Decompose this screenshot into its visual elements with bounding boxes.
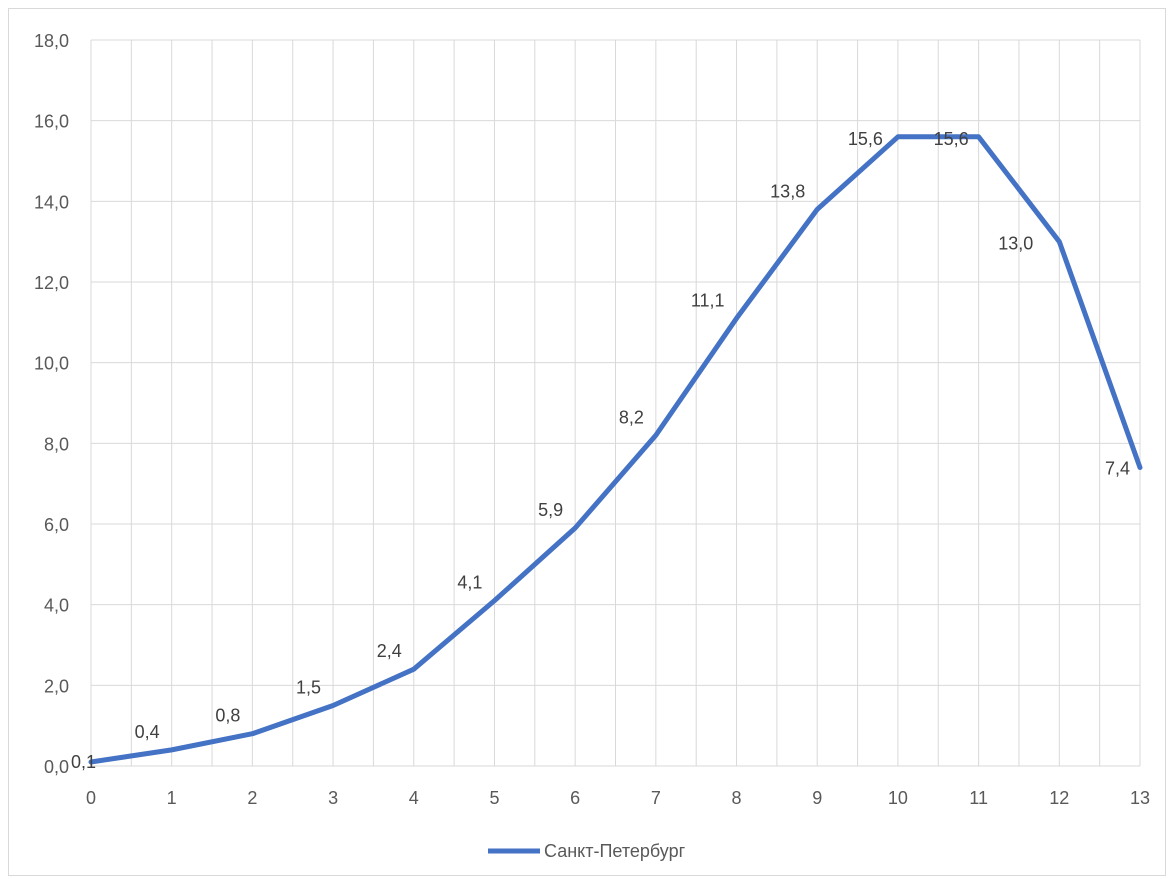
y-axis-ticks: 0,0 2,0 4,0 6,0 8,0 10,0 12,0 14,0 16,0 18,0 [34, 31, 69, 777]
y-tick-label: 2,0 [44, 676, 69, 696]
data-label: 5,9 [538, 500, 563, 520]
data-label: 15,6 [934, 129, 969, 149]
y-tick-label: 12,0 [34, 273, 69, 293]
data-label: 2,4 [377, 641, 402, 661]
data-label: 0,8 [215, 706, 240, 726]
x-tick-label: 0 [86, 788, 96, 808]
x-tick-label: 1 [167, 788, 177, 808]
data-label: 15,6 [848, 129, 883, 149]
y-tick-label: 14,0 [34, 192, 69, 212]
data-labels: 0,1 0,4 0,8 1,5 2,4 4,1 5,9 8,2 11,1 13,8 15,6 15,6… [71, 129, 1130, 772]
x-tick-label: 4 [409, 788, 419, 808]
x-tick-label: 8 [732, 788, 742, 808]
series-line [88, 134, 1143, 765]
x-tick-label: 6 [570, 788, 580, 808]
x-tick-label: 10 [888, 788, 908, 808]
data-label: 11,1 [691, 290, 725, 310]
data-label: 0,4 [135, 722, 160, 742]
data-label: 7,4 [1105, 459, 1130, 479]
x-tick-label: 3 [328, 788, 338, 808]
x-tick-label: 12 [1049, 788, 1069, 808]
chart-frame [8, 8, 1166, 876]
data-label: 4,1 [457, 573, 482, 593]
series-layer [88, 134, 1143, 765]
y-tick-label: 18,0 [34, 31, 69, 51]
x-tick-label: 7 [651, 788, 661, 808]
data-label: 8,2 [619, 407, 644, 427]
x-tick-label: 11 [969, 788, 988, 808]
data-label: 0,1 [71, 752, 96, 772]
x-tick-label: 9 [812, 788, 822, 808]
y-tick-label: 6,0 [44, 515, 69, 535]
legend: Санкт-Петербург [488, 841, 686, 861]
y-tick-label: 16,0 [34, 112, 69, 132]
x-tick-label: 2 [247, 788, 257, 808]
x-tick-label: 13 [1130, 788, 1150, 808]
data-label: 1,5 [296, 678, 321, 698]
y-tick-label: 8,0 [44, 434, 69, 454]
x-axis-ticks: 0 1 2 3 4 5 6 7 8 9 10 11 12 13 [86, 788, 1150, 808]
data-label: 13,8 [770, 181, 805, 201]
legend-label: Санкт-Петербург [544, 841, 686, 861]
y-tick-label: 10,0 [34, 354, 69, 374]
y-tick-label: 0,0 [44, 757, 69, 777]
data-label: 13,0 [998, 234, 1033, 254]
grid [90, 39, 1141, 767]
y-tick-label: 4,0 [44, 596, 69, 616]
x-tick-label: 5 [489, 788, 499, 808]
